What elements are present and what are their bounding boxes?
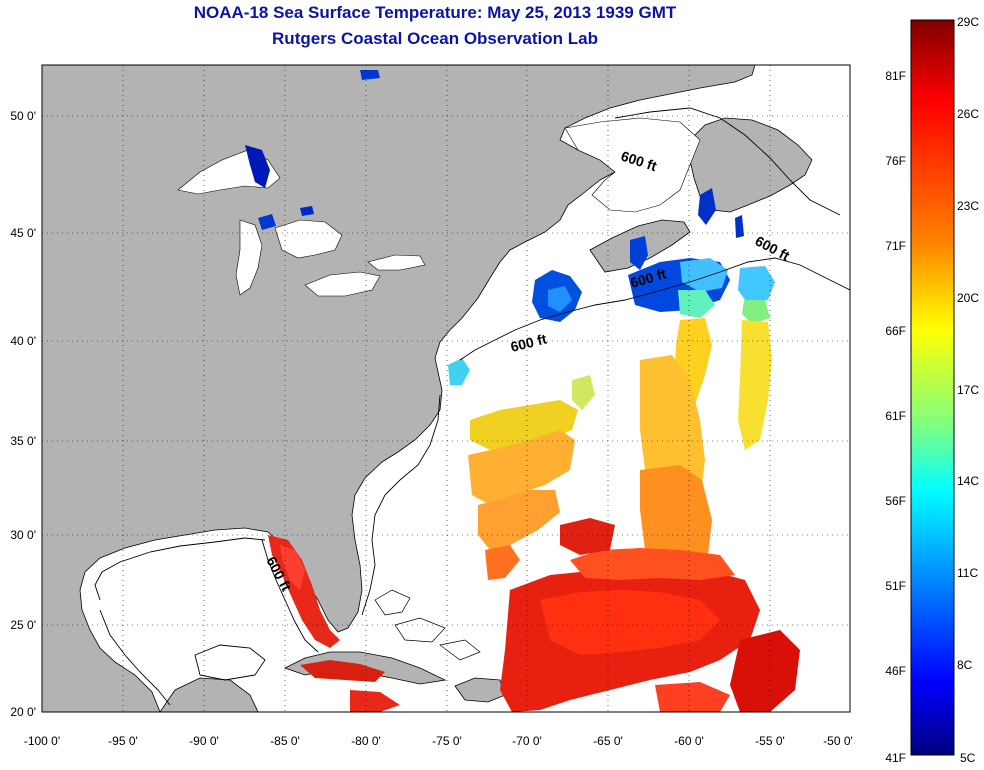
sst-mid-atlantic (468, 318, 772, 580)
land-yucatan (159, 677, 259, 712)
colorbar-celsius-label: 29C (957, 15, 979, 29)
land-newfoundland (689, 117, 813, 213)
lat-tick-label: 20 0' (10, 705, 36, 719)
map-title: NOAA-18 Sea Surface Temperature: May 25,… (193, 3, 677, 22)
lon-tick-label: -80 0' (351, 734, 381, 748)
lat-tick-label: 30 0' (10, 528, 36, 542)
lon-tick-label: -55 0' (755, 734, 785, 748)
colorbar-celsius-label: 8C (957, 658, 973, 672)
lat-tick-labels: 50 0' 45 0' 40 0' 35 0' 30 0' 25 0' 20 0… (10, 109, 36, 719)
lon-tick-label: -90 0' (189, 734, 219, 748)
map-subtitle: Rutgers Coastal Ocean Observation Lab (272, 29, 598, 48)
colorbar-fahrenheit-label: 51F (885, 579, 906, 593)
colorbar-celsius-label: 14C (957, 474, 979, 488)
isobath-600ft (94, 107, 850, 706)
lake-sst-pixels (245, 70, 380, 230)
colorbar-fahrenheit-label: 46F (885, 664, 906, 678)
lon-tick-label: -70 0' (512, 734, 542, 748)
colorbar-fahrenheit-label: 71F (885, 239, 906, 253)
lon-tick-label: -95 0' (108, 734, 138, 748)
lon-tick-labels: -100 0' -95 0' -90 0' -85 0' -80 0' -75 … (24, 734, 853, 748)
lat-tick-label: 50 0' (10, 109, 36, 123)
lon-tick-label: -85 0' (270, 734, 300, 748)
lon-tick-label: -100 0' (24, 734, 60, 748)
colorbar-fahrenheit-label: 41F (885, 751, 906, 765)
lon-tick-label: -65 0' (593, 734, 623, 748)
lon-tick-label: -75 0' (432, 734, 462, 748)
lon-tick-label: -60 0' (674, 734, 704, 748)
colorbar-celsius-label: 11C (957, 566, 978, 580)
sst-florida (268, 535, 400, 712)
colorbar-celsius-label: 5C (960, 751, 976, 765)
colorbar-fahrenheit-label: 66F (885, 324, 906, 338)
colorbar-celsius-labels: 29C 26C 23C 20C 17C 14C 11C 8C 5C (957, 15, 979, 765)
map-frame (41, 64, 851, 713)
lat-tick-label: 45 0' (10, 226, 36, 240)
colorbar (910, 19, 955, 756)
gulf-st-lawrence (564, 117, 701, 213)
lon-tick-label: -50 0' (823, 734, 853, 748)
lat-tick-label: 40 0' (10, 334, 36, 348)
lat-tick-label: 35 0' (10, 434, 36, 448)
bahamas-outlines (374, 589, 481, 661)
colorbar-celsius-label: 17C (957, 383, 979, 397)
colorbar-fahrenheit-label: 56F (885, 494, 906, 508)
colorbar-celsius-label: 23C (957, 199, 979, 213)
lat-tick-label: 25 0' (10, 618, 36, 632)
colorbar-fahrenheit-label: 61F (885, 409, 906, 423)
colorbar-fahrenheit-label: 81F (885, 69, 906, 83)
colorbar-fahrenheit-label: 76F (885, 154, 906, 168)
great-lakes (177, 149, 426, 297)
sst-subtropical (500, 518, 800, 712)
colorbar-celsius-label: 26C (957, 107, 979, 121)
colorbar-fahrenheit-labels: 81F 76F 71F 66F 61F 56F 51F 46F 41F (885, 69, 906, 765)
colorbar-celsius-label: 20C (957, 291, 979, 305)
